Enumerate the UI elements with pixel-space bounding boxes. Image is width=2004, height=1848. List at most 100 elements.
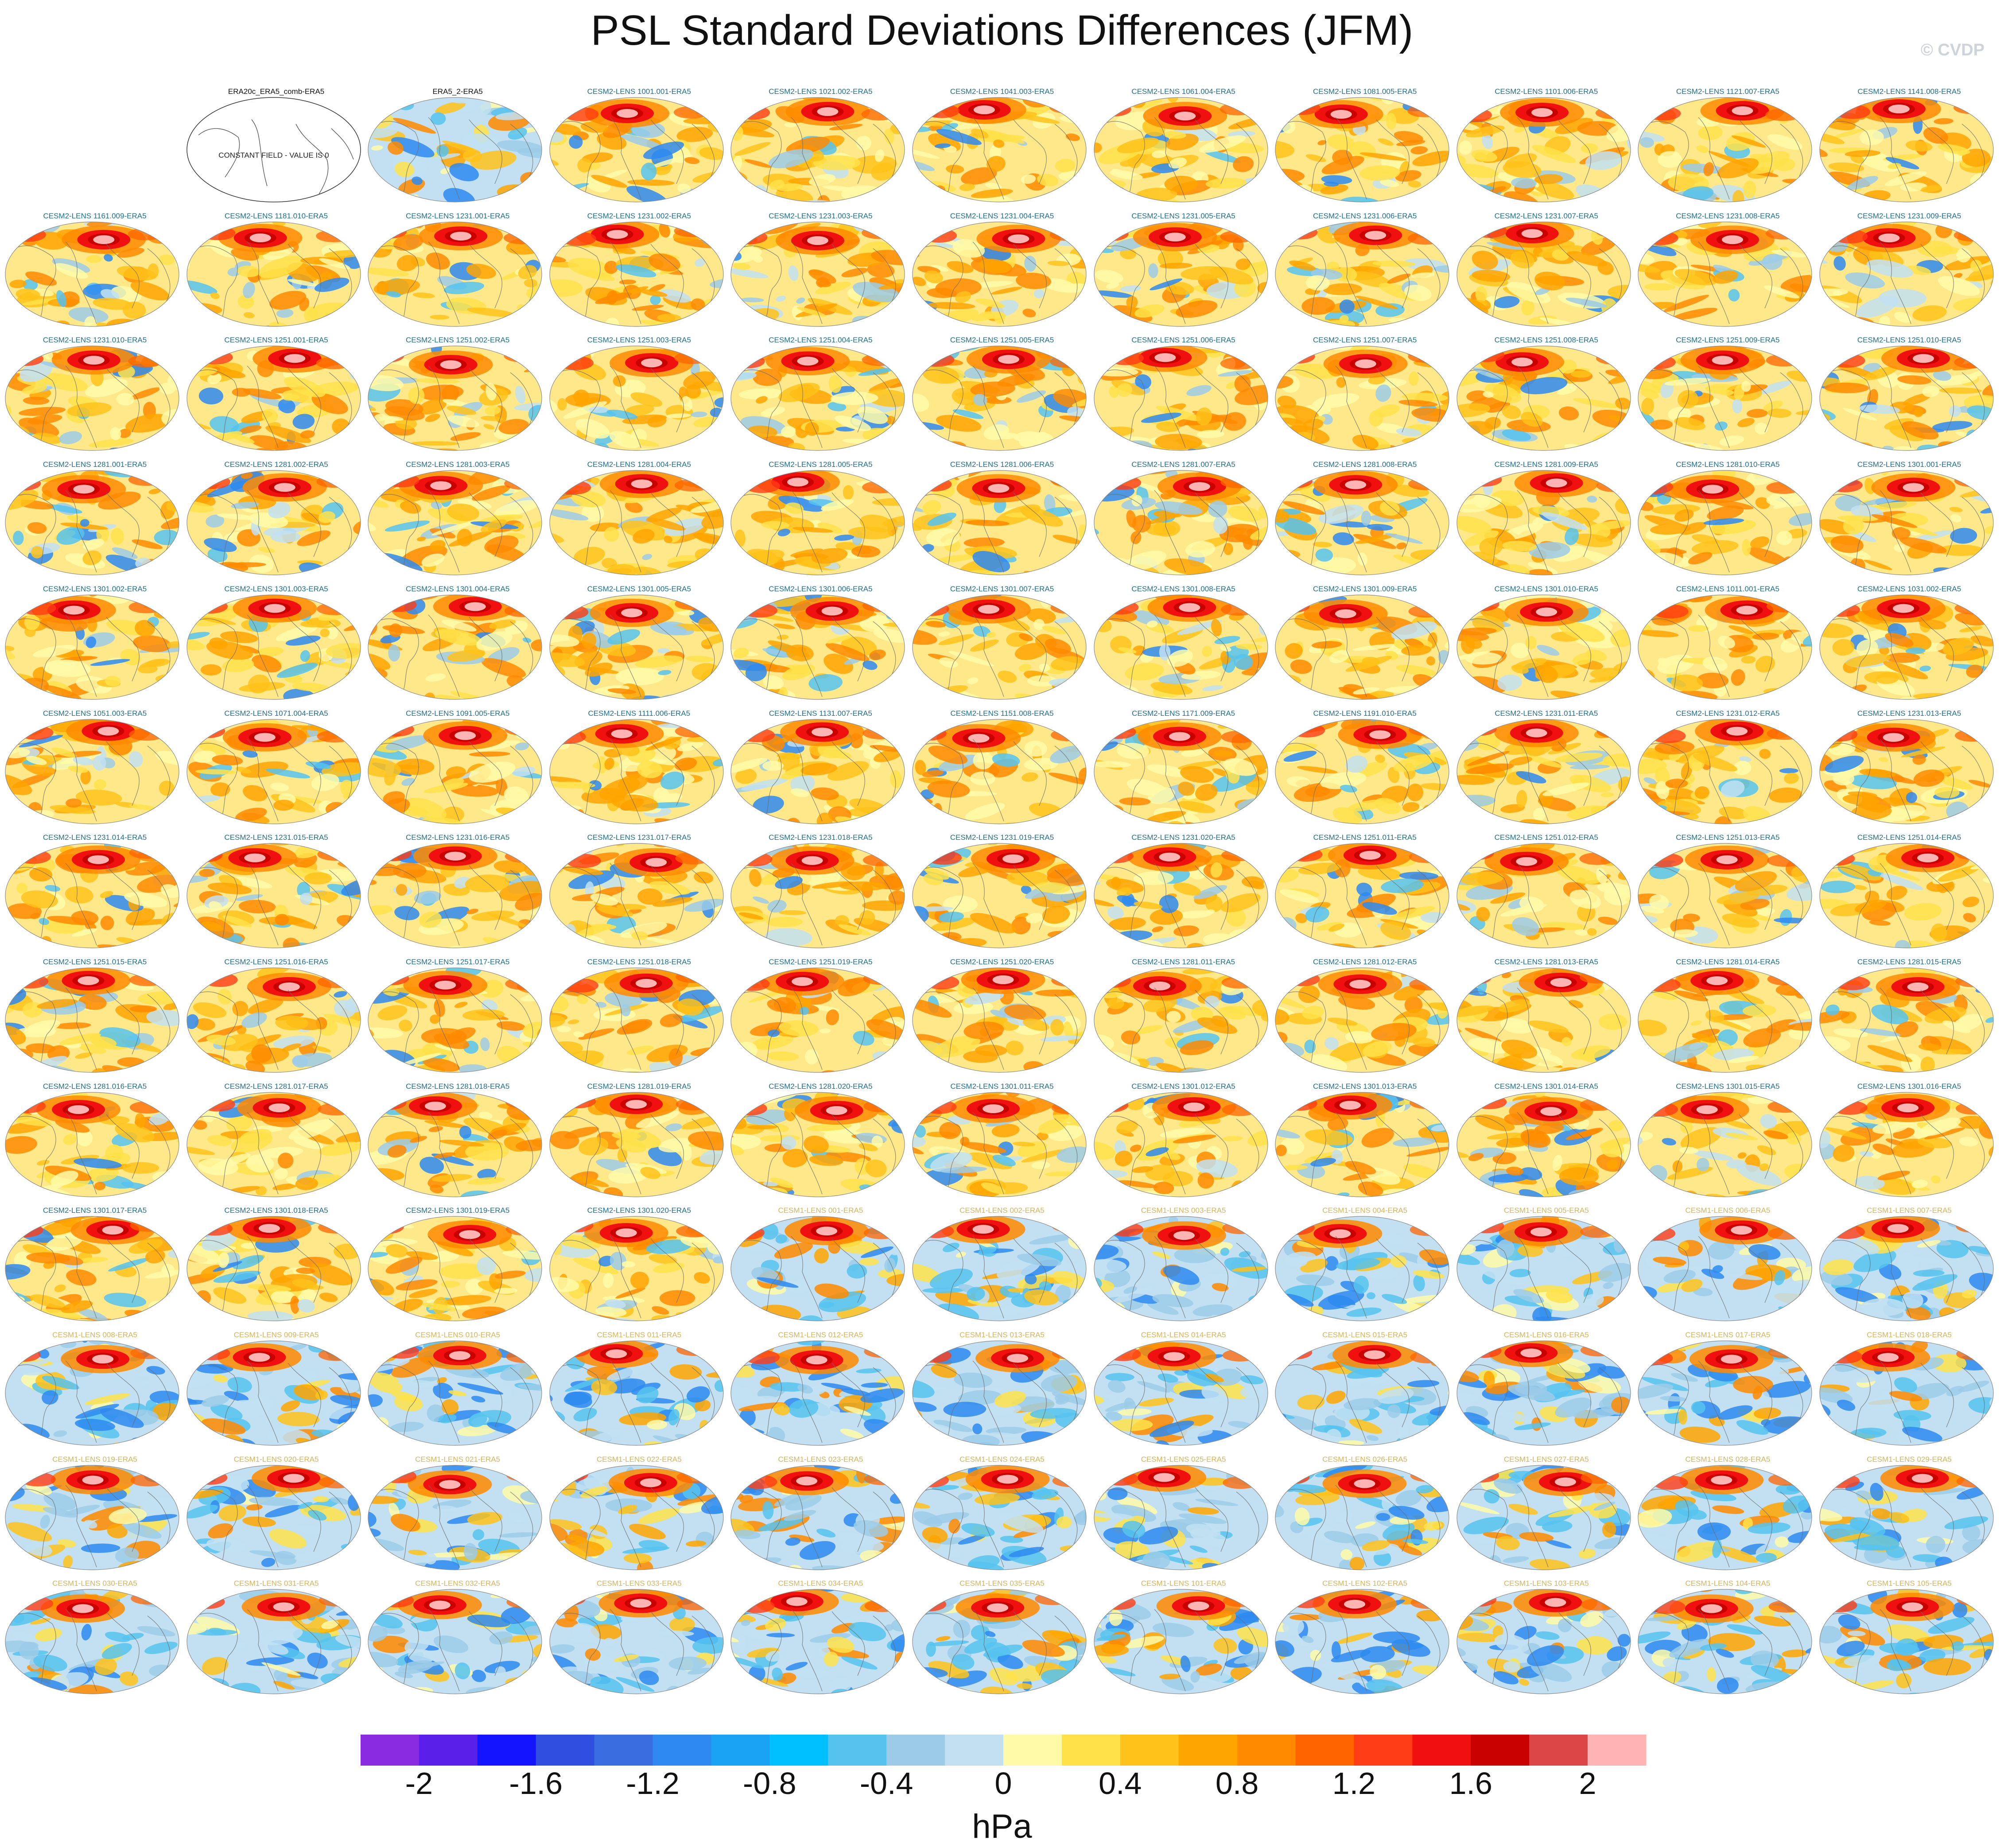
map-panel: CESM1-LENS 105-ERA5 — [1818, 1579, 2000, 1703]
panel-title: CESM2-LENS 1281.004-ERA5 — [587, 460, 691, 469]
panel-title: CESM2-LENS 1301.008-ERA5 — [1131, 584, 1235, 593]
global-map — [1638, 1589, 1812, 1694]
map-panel-grid: ERA20c_ERA5_comb-ERA5 CONSTANT FIELD - VA… — [5, 87, 2000, 1703]
panel-title: CESM2-LENS 1011.001-ERA5 — [1676, 584, 1779, 593]
panel-title: CESM1-LENS 035-ERA5 — [959, 1579, 1045, 1588]
map-panel: CESM1-LENS 023-ERA5 — [729, 1455, 912, 1579]
map-panel: CESM2-LENS 1141.008-ERA5 — [1818, 87, 2000, 211]
panel-title: CESM2-LENS 1231.020-ERA5 — [1131, 833, 1235, 842]
global-map — [368, 594, 542, 700]
panel-title: CESM2-LENS 1281.003-ERA5 — [406, 460, 510, 469]
global-map — [912, 843, 1087, 948]
map-panel: CESM2-LENS 1251.006-ERA5 — [1092, 335, 1275, 459]
global-map — [1638, 1340, 1812, 1446]
map-panel: CESM2-LENS 1231.012-ERA5 — [1636, 709, 1819, 833]
map-panel: CESM2-LENS 1251.014-ERA5 — [1818, 833, 2000, 957]
colorbar-tick-label: -1.2 — [626, 1766, 680, 1801]
global-map — [5, 1340, 179, 1446]
map-panel: CESM2-LENS 1301.011-ERA5 — [911, 1082, 1093, 1206]
map-panel: CESM2-LENS 1081.005-ERA5 — [1274, 87, 1456, 211]
global-map — [1819, 967, 1994, 1073]
map-panel: CESM2-LENS 1061.004-ERA5 — [1092, 87, 1275, 211]
panel-title: CESM1-LENS 002-ERA5 — [959, 1206, 1045, 1215]
colorbar-tick-label: -0.8 — [743, 1766, 796, 1801]
map-panel: CESM2-LENS 1251.009-ERA5 — [1636, 335, 1819, 459]
map-panel: CESM1-LENS 020-ERA5 — [185, 1455, 368, 1579]
map-panel: CESM1-LENS 022-ERA5 — [548, 1455, 730, 1579]
colorbar-tick-label: 0.4 — [1099, 1766, 1142, 1801]
map-panel: CESM2-LENS 1251.017-ERA5 — [366, 957, 549, 1081]
panel-title: CESM2-LENS 1141.008-ERA5 — [1857, 87, 1961, 96]
global-map — [1093, 1589, 1268, 1694]
panel-title: CESM2-LENS 1281.014-ERA5 — [1676, 957, 1780, 966]
panel-title: CESM1-LENS 027-ERA5 — [1503, 1455, 1589, 1464]
map-panel: CESM2-LENS 1301.013-ERA5 — [1274, 1082, 1456, 1206]
map-panel: CESM2-LENS 1281.004-ERA5 — [548, 460, 730, 584]
map-panel: CESM2-LENS 1231.001-ERA5 — [366, 211, 549, 335]
global-map — [1275, 594, 1449, 700]
map-panel: CESM1-LENS 026-ERA5 — [1274, 1455, 1456, 1579]
panel-title: CESM2-LENS 1251.019-ERA5 — [769, 957, 873, 966]
colorbar-swatch — [1061, 1735, 1121, 1766]
colorbar-swatch — [361, 1735, 419, 1766]
panel-title: CESM2-LENS 1091.005-ERA5 — [406, 709, 510, 718]
map-panel: CESM1-LENS 011-ERA5 — [548, 1330, 730, 1454]
global-map — [1275, 967, 1449, 1073]
map-panel: CESM2-LENS 1231.013-ERA5 — [1818, 709, 2000, 833]
panel-title: CESM2-LENS 1301.010-ERA5 — [1494, 584, 1598, 593]
global-map — [549, 1465, 724, 1570]
map-panel: CESM1-LENS 007-ERA5 — [1818, 1206, 2000, 1330]
map-panel: CESM2-LENS 1171.009-ERA5 — [1092, 709, 1275, 833]
panel-title: CESM2-LENS 1231.011-ERA5 — [1495, 709, 1598, 718]
panel-title: CESM1-LENS 003-ERA5 — [1141, 1206, 1226, 1215]
panel-title: CESM2-LENS 1281.006-ERA5 — [950, 460, 1054, 469]
panel-title: CESM2-LENS 1251.004-ERA5 — [769, 336, 873, 345]
global-map — [1275, 1589, 1449, 1694]
global-map — [1456, 470, 1631, 575]
panel-title: CESM2-LENS 1101.006-ERA5 — [1495, 87, 1598, 96]
panel-title: CESM1-LENS 026-ERA5 — [1322, 1455, 1408, 1464]
map-panel: CESM2-LENS 1231.009-ERA5 — [1818, 211, 2000, 335]
colorbar-swatch — [828, 1735, 887, 1766]
map-panel: CESM2-LENS 1231.016-ERA5 — [366, 833, 549, 957]
colorbar-swatch — [886, 1735, 945, 1766]
global-map — [730, 470, 905, 575]
map-panel: CESM2-LENS 1231.019-ERA5 — [911, 833, 1093, 957]
map-panel: CESM2-LENS 1281.012-ERA5 — [1274, 957, 1456, 1081]
colorbar-tick-label: 0 — [995, 1766, 1012, 1801]
map-panel: CESM2-LENS 1231.002-ERA5 — [548, 211, 730, 335]
global-map — [549, 346, 724, 451]
panel-title: CESM2-LENS 1301.007-ERA5 — [950, 584, 1054, 593]
panel-title: CESM1-LENS 004-ERA5 — [1322, 1206, 1408, 1215]
global-map — [1456, 97, 1631, 202]
map-panel: CESM2-LENS 1281.020-ERA5 — [729, 1082, 912, 1206]
panel-title: CESM2-LENS 1231.008-ERA5 — [1676, 211, 1780, 220]
map-panel: CESM1-LENS 009-ERA5 — [185, 1330, 368, 1454]
global-map — [912, 718, 1087, 824]
panel-title: CESM2-LENS 1251.012-ERA5 — [1494, 833, 1598, 842]
global-map — [368, 967, 542, 1073]
map-panel: CESM1-LENS 013-ERA5 — [911, 1330, 1093, 1454]
global-map — [186, 221, 361, 327]
map-panel: CESM1-LENS 032-ERA5 — [366, 1579, 549, 1703]
map-panel: CESM2-LENS 1281.005-ERA5 — [729, 460, 912, 584]
panel-title: CESM1-LENS 007-ERA5 — [1867, 1206, 1952, 1215]
map-panel: CESM1-LENS 017-ERA5 — [1636, 1330, 1819, 1454]
colorbar-swatch — [1588, 1735, 1647, 1766]
colorbar-swatch — [1295, 1735, 1354, 1766]
map-panel: CESM2-LENS 1301.015-ERA5 — [1636, 1082, 1819, 1206]
global-map — [368, 718, 542, 824]
panel-title: CESM2-LENS 1151.008-ERA5 — [950, 709, 1054, 718]
global-map — [1275, 843, 1449, 948]
map-panel: CESM2-LENS 1301.019-ERA5 — [366, 1206, 549, 1330]
global-map — [912, 967, 1087, 1073]
colorbar-swatch — [1354, 1735, 1413, 1766]
map-panel: CESM2-LENS 1231.004-ERA5 — [911, 211, 1093, 335]
map-panel: CESM2-LENS 1231.020-ERA5 — [1092, 833, 1275, 957]
map-panel: CESM2-LENS 1091.005-ERA5 — [366, 709, 549, 833]
colorbar-tick-label: 2 — [1579, 1766, 1596, 1801]
panel-title: CESM2-LENS 1051.003-ERA5 — [43, 709, 147, 718]
panel-title: CESM1-LENS 019-ERA5 — [52, 1455, 137, 1464]
panel-title: CESM1-LENS 034-ERA5 — [778, 1579, 863, 1588]
panel-title: CESM2-LENS 1081.005-ERA5 — [1313, 87, 1417, 96]
